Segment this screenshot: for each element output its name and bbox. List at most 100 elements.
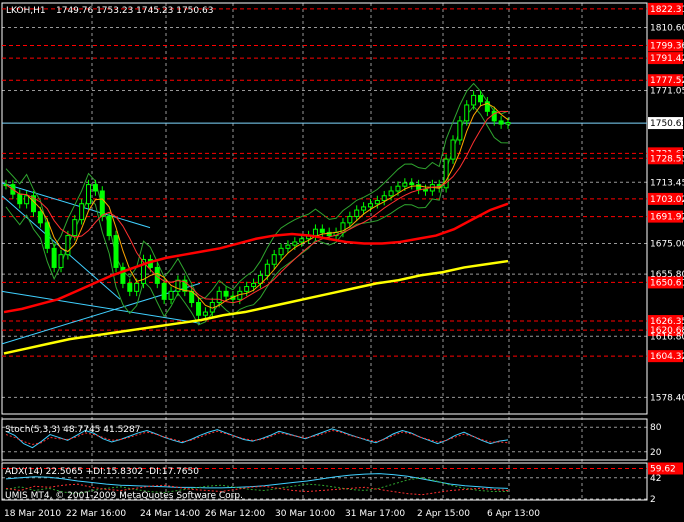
candle-body — [498, 120, 504, 125]
level-tag — [648, 276, 683, 289]
candle-body — [141, 258, 147, 284]
stoch-tick-label: 20 — [650, 448, 662, 458]
panel-border — [1, 418, 648, 461]
candle-body — [416, 184, 422, 190]
sma-red-line — [3, 202, 509, 314]
candle-body — [264, 263, 270, 276]
level-tag-text: 1691.92 — [650, 213, 684, 223]
candle-body — [402, 182, 408, 187]
price-axis: 1810.60 1771.05 1713.45 1675.00 1655.80 1616.… — [648, 24, 684, 403]
current-price-text: 1750.63 — [650, 119, 684, 129]
plus-di-line — [5, 477, 508, 495]
time-tick-label: 22 Mar 16:00 — [66, 509, 126, 519]
adx-level-tag-text: 59.62 — [650, 464, 676, 474]
candle-body — [244, 286, 250, 292]
candle-body — [285, 244, 291, 249]
candle-body — [257, 274, 263, 284]
candle-body — [168, 290, 174, 300]
price-candles — [3, 90, 511, 321]
candle-body — [347, 215, 353, 224]
adx-line — [5, 473, 509, 489]
level-tag-text: 1620.68 — [650, 326, 684, 336]
candle-body — [196, 301, 202, 316]
candle-body — [409, 182, 415, 186]
trendline — [1, 282, 201, 345]
candle-body — [491, 110, 497, 122]
candle-body — [113, 235, 119, 268]
candle-body — [374, 200, 380, 205]
time-tick-label: 31 Mar 17:00 — [345, 509, 405, 519]
price-tick-label: 1675.00 — [650, 240, 684, 250]
level-tag-text: 1604.32 — [650, 352, 684, 362]
ohlc-label: 1749.76 1753.23 1745.23 1750.63 — [56, 6, 213, 16]
candle-body — [326, 231, 332, 237]
time-tick-label: 30 Mar 10:00 — [275, 509, 335, 519]
sma-yellow-line — [3, 259, 509, 355]
level-tag-text: 1626.35 — [650, 317, 684, 327]
candle-body — [464, 104, 470, 122]
candle-body — [443, 158, 449, 189]
time-tick-label: 24 Mar 14:00 — [140, 509, 200, 519]
stoch-title: Stoch(5,3,3) 48.7745 41.5287 — [5, 425, 140, 435]
trendline — [1, 182, 151, 229]
time-tick-label: 18 Mar 2010 — [4, 509, 61, 519]
price-tick-label: 1655.80 — [650, 270, 684, 280]
panel-border — [1, 462, 648, 501]
time-axis: 18 Mar 2010 22 Mar 16:00 24 Mar 14:00 26 Ma… — [4, 509, 540, 519]
candle-body — [477, 94, 483, 103]
stoch-signal-line — [5, 429, 509, 445]
candle-body — [65, 235, 71, 256]
level-tag — [648, 39, 683, 52]
adx-tick-label: 2 — [650, 495, 656, 505]
candle-body — [99, 190, 105, 217]
candle-body — [312, 228, 318, 237]
current-price-tag — [648, 117, 683, 130]
candle-body — [79, 203, 85, 221]
adx-tick-label: 42 — [650, 474, 661, 484]
candle-body — [134, 282, 140, 292]
grid-lines — [1, 2, 648, 501]
time-tick-label: 26 Mar 12:00 — [205, 509, 265, 519]
candle-body — [72, 219, 78, 237]
candle-body — [251, 282, 257, 288]
stoch-tick-label: 80 — [650, 423, 662, 433]
price-tick-label: 1578.40 — [650, 393, 684, 403]
time-tick-label: 2 Apr 15:00 — [417, 509, 470, 519]
moving-averages — [3, 102, 509, 355]
candle-body — [120, 266, 126, 284]
candle-body — [161, 282, 167, 300]
trendline — [1, 290, 201, 324]
candle-body — [106, 215, 112, 237]
fast-ma-line — [5, 102, 509, 309]
candle-body — [37, 211, 43, 224]
level-tag — [648, 192, 683, 205]
candle-body — [216, 290, 222, 303]
bollinger-upper — [5, 82, 509, 300]
price-tick-label: 1771.05 — [650, 87, 684, 97]
candle-body — [457, 120, 463, 141]
level-tag — [648, 74, 683, 87]
candle-body — [58, 254, 64, 268]
level-tag-text: 1728.53 — [650, 154, 684, 164]
level-tag — [648, 315, 683, 328]
candle-body — [182, 279, 188, 292]
candle-body — [92, 184, 98, 192]
candle-body — [51, 247, 57, 268]
price-tick-label: 1810.60 — [650, 24, 684, 34]
adx-level-tag — [648, 462, 683, 475]
candle-body — [292, 241, 298, 246]
level-tag — [648, 324, 683, 337]
symbol-label: LKOH,H1 — [6, 6, 46, 16]
level-tag-text: 1799.36 — [650, 41, 684, 51]
adx-title: ADX(14) 22.5065 +DI:15.8302 -DI:17.7650 — [5, 467, 199, 477]
candle-body — [154, 266, 160, 284]
candle-body — [367, 203, 373, 208]
candle-body — [44, 222, 50, 249]
price-tick-label: 1616.80 — [650, 332, 684, 342]
candle-body — [86, 184, 92, 205]
level-tag-text: 1650.61 — [650, 278, 684, 288]
candle-body — [271, 254, 277, 265]
slow-ma-line — [5, 110, 509, 304]
